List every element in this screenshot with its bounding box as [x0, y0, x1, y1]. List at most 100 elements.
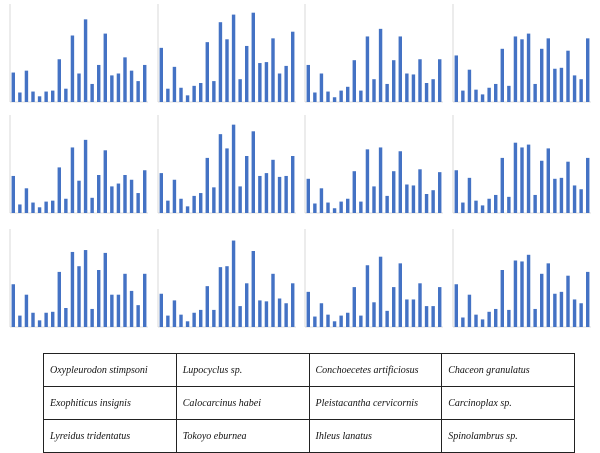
bar — [31, 91, 35, 102]
bar — [172, 179, 177, 213]
bar — [411, 299, 416, 327]
bar — [264, 62, 269, 102]
bar — [57, 167, 61, 213]
chart-panel — [452, 115, 591, 214]
bar — [339, 315, 343, 327]
bar — [500, 157, 504, 213]
bar — [378, 147, 383, 213]
bar — [385, 310, 389, 327]
bar — [116, 183, 121, 213]
bar — [586, 38, 590, 102]
bar — [97, 175, 101, 213]
bar — [540, 48, 544, 102]
bar — [18, 315, 22, 327]
bar — [418, 169, 422, 213]
bar — [579, 303, 583, 327]
bar — [51, 200, 55, 213]
chart-panel — [9, 229, 148, 328]
bar — [251, 12, 255, 103]
bar — [251, 251, 255, 327]
bar — [332, 208, 337, 213]
chart-panel — [9, 4, 148, 103]
bar — [319, 303, 324, 327]
legend-cell: Spinolambrus sp. — [441, 419, 575, 453]
bar — [487, 87, 491, 102]
bar — [284, 65, 288, 102]
chart-grid — [9, 4, 591, 328]
bar — [346, 312, 350, 327]
bar — [586, 271, 590, 327]
bar — [18, 204, 22, 213]
bar — [192, 312, 196, 327]
bar — [231, 240, 236, 327]
bar — [526, 33, 531, 102]
bar — [264, 173, 269, 213]
bar — [291, 31, 295, 103]
bar — [487, 198, 491, 213]
bar — [313, 203, 317, 213]
legend-cell: Lyreidus tridentatus — [43, 419, 177, 453]
bar — [339, 90, 343, 102]
bar — [359, 315, 363, 327]
bar — [319, 73, 324, 102]
bar — [526, 144, 531, 213]
bar — [494, 83, 498, 102]
bar — [579, 79, 583, 102]
bar — [411, 185, 416, 213]
bar — [540, 273, 544, 327]
bar — [559, 67, 564, 102]
bar — [359, 201, 363, 213]
bar — [411, 74, 416, 102]
chart-panel — [304, 4, 443, 103]
bar — [64, 308, 68, 327]
bar — [461, 90, 465, 102]
bar — [559, 291, 564, 327]
bar — [179, 87, 183, 102]
bar — [487, 311, 491, 327]
bar — [166, 315, 170, 327]
bar — [326, 202, 330, 213]
bar — [467, 294, 472, 327]
bar — [212, 187, 216, 213]
bar — [378, 28, 383, 103]
bar — [225, 148, 229, 213]
bar — [398, 263, 402, 327]
bar — [365, 36, 370, 103]
bar — [474, 89, 478, 102]
bar — [123, 273, 127, 327]
bar — [513, 36, 518, 103]
bar — [251, 131, 255, 213]
bar — [418, 59, 422, 102]
bar — [572, 75, 577, 102]
bar — [326, 91, 330, 102]
bar — [83, 139, 88, 213]
bar — [405, 73, 409, 102]
bar — [199, 309, 203, 327]
bar — [77, 180, 81, 213]
legend-row: Oxypleurodon stimpsoni Lupocyclus sp. Co… — [43, 353, 575, 387]
bar — [159, 47, 163, 102]
bar — [480, 94, 485, 102]
bar — [306, 64, 310, 102]
bar — [480, 319, 485, 327]
bar — [284, 303, 288, 327]
bar — [306, 178, 310, 213]
bar — [90, 83, 94, 102]
bar — [398, 151, 402, 213]
bar — [520, 147, 524, 213]
bar — [199, 83, 203, 102]
bar — [559, 177, 564, 213]
bar — [64, 88, 68, 102]
bar — [143, 64, 147, 102]
bar — [18, 92, 22, 102]
bar — [461, 317, 465, 327]
bar — [332, 321, 337, 327]
bar — [179, 198, 183, 213]
bar — [291, 156, 295, 213]
bar — [572, 299, 577, 327]
bar — [123, 175, 127, 213]
bar — [264, 301, 269, 327]
bar — [438, 172, 442, 213]
bar — [526, 254, 531, 327]
bar — [136, 81, 140, 102]
